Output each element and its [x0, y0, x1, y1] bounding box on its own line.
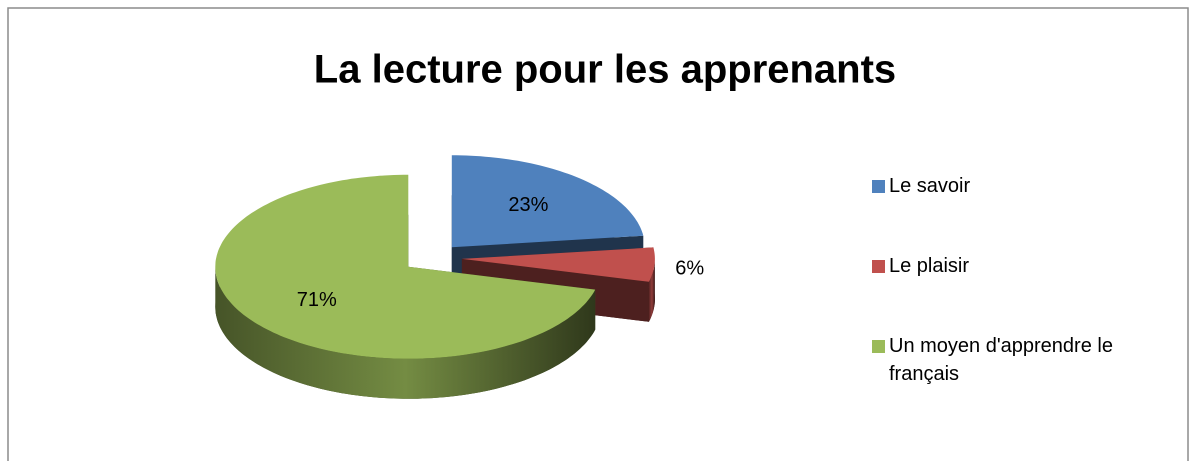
data-label: 71% — [297, 289, 337, 311]
legend-item: Le savoir — [872, 172, 1172, 252]
legend-item: Le plaisir — [872, 252, 1172, 332]
legend: Le savoir Le plaisir Un moyen d'apprendre … — [872, 172, 1172, 412]
slice-side — [215, 266, 596, 399]
legend-label: Le plaisir — [889, 255, 970, 277]
slice — [451, 155, 644, 248]
data-label: 6% — [675, 258, 704, 280]
chart-title: La lecture pour les apprenants — [314, 48, 896, 92]
legend-swatch — [872, 340, 885, 353]
legend-item: Un moyen d'apprendre le français — [872, 332, 1172, 412]
legend-label: Un moyen d'apprendre le français — [889, 335, 1113, 385]
slice — [215, 174, 596, 359]
legend-label: Le savoir — [889, 175, 971, 197]
legend-swatch — [872, 180, 885, 193]
slice — [461, 247, 655, 282]
legend-swatch — [872, 260, 885, 273]
slice-side — [648, 258, 655, 322]
data-label: 23% — [508, 194, 548, 216]
